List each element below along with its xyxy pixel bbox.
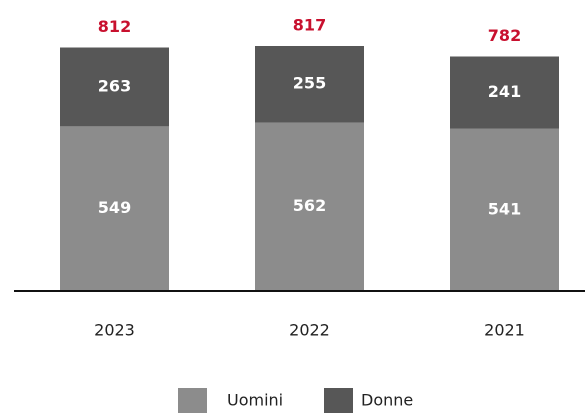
bar-segment [255,122,364,292]
bar-segment [255,46,364,123]
total-label: 817 [293,16,326,35]
total-label: 812 [98,17,131,36]
bar-segment [450,128,559,291]
segment-label: 263 [98,76,131,95]
legend-swatch [178,388,207,413]
segment-label: 562 [293,196,326,215]
x-tick-label: 2022 [289,321,330,340]
bar-segment [60,47,169,127]
total-label: 782 [488,26,521,45]
segment-label: 541 [488,199,521,218]
legend-label: Donne [361,391,413,410]
segment-label: 255 [293,74,326,93]
x-tick-label: 2023 [94,321,135,340]
bar-segment [60,126,169,292]
segment-label: 241 [488,82,521,101]
legend-swatch [324,388,353,413]
x-tick-label: 2021 [484,321,525,340]
segment-label: 549 [98,198,131,217]
legend-label: Uomini [227,391,283,410]
bar-segment [450,56,559,129]
